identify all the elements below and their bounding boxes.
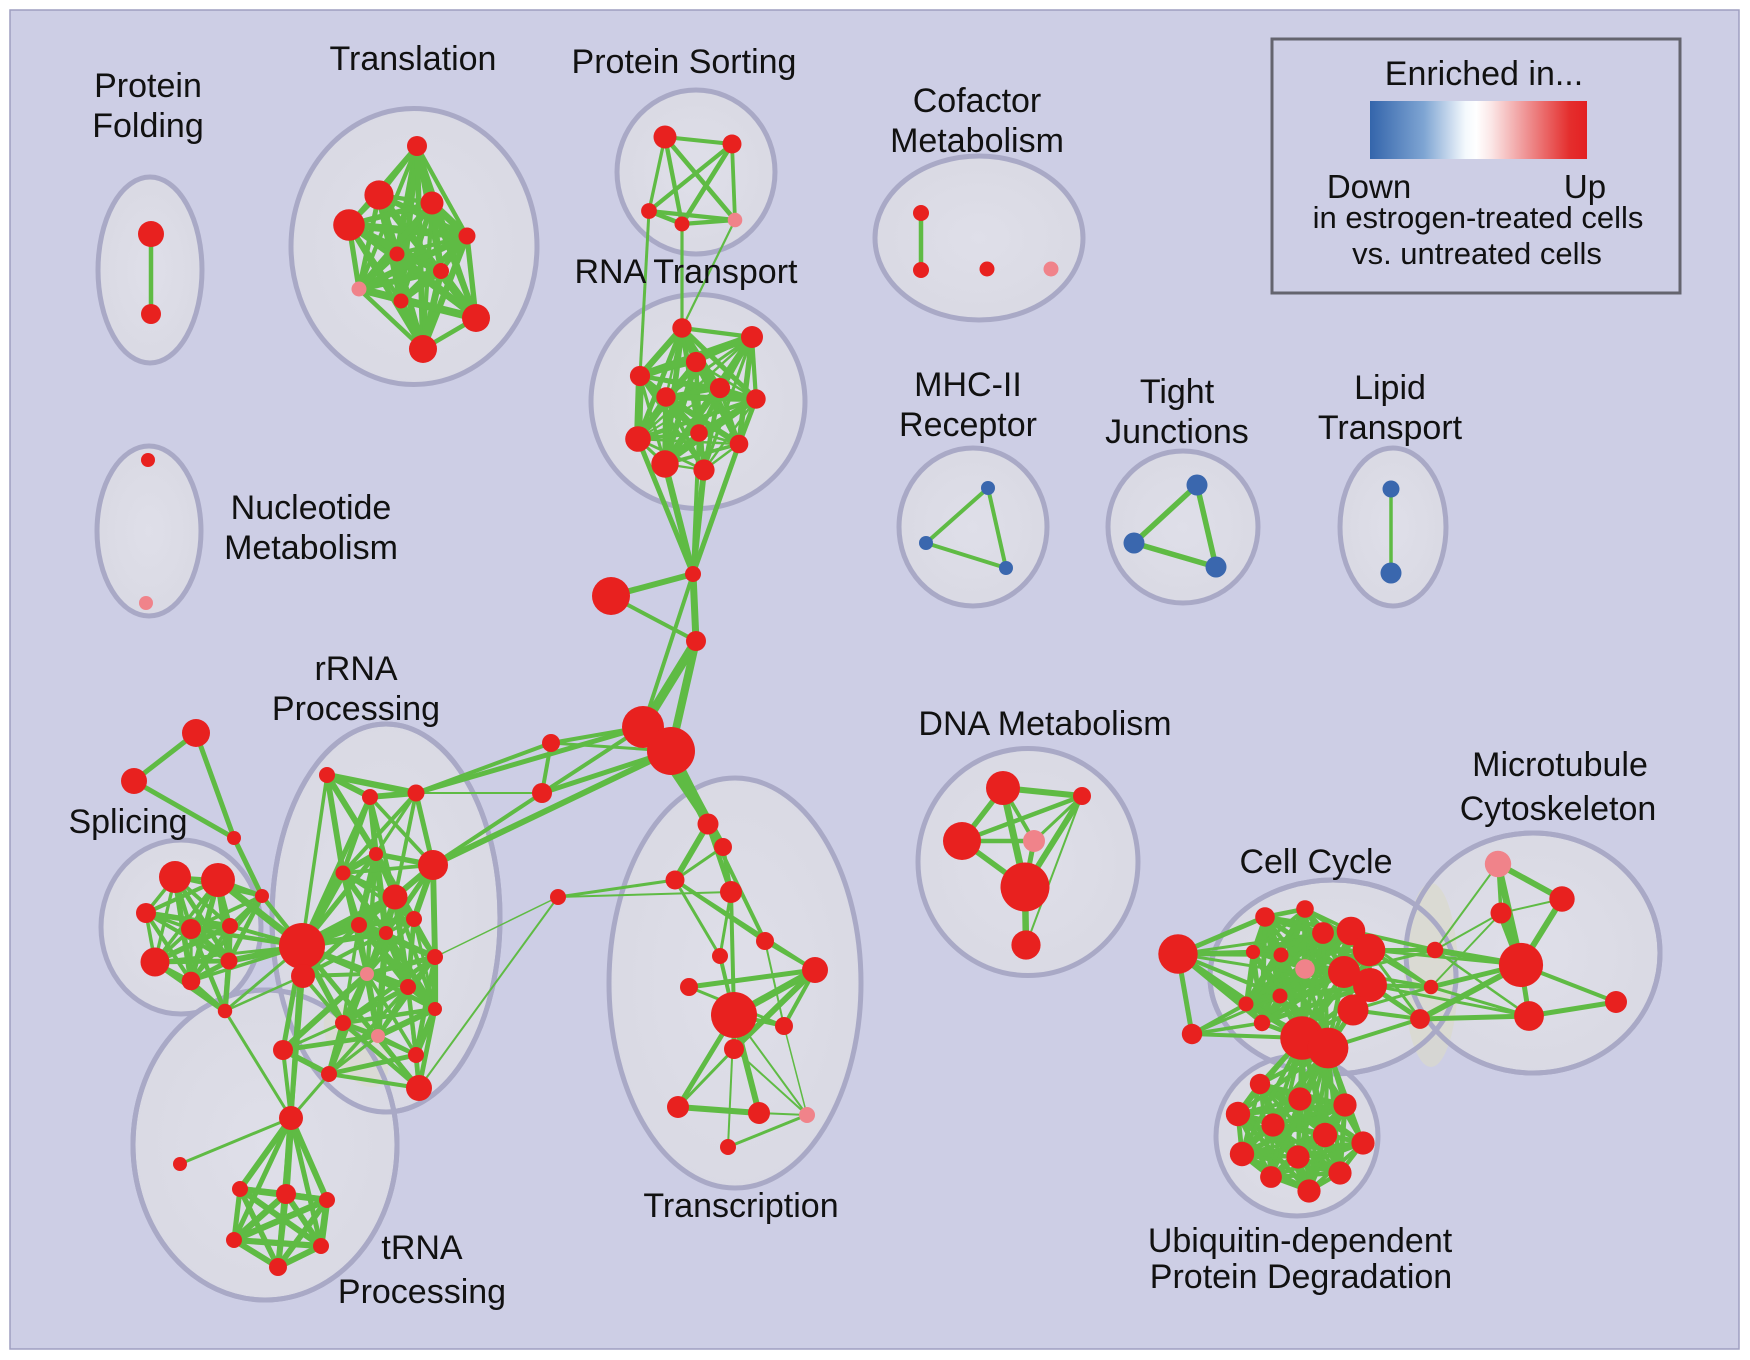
svg-text:Cell Cycle: Cell Cycle [1239,843,1392,881]
svg-text:Ubiquitin-dependent: Ubiquitin-dependent [1148,1222,1453,1260]
svg-text:Transport: Transport [1318,409,1463,447]
svg-text:Protein: Protein [94,67,202,105]
svg-text:Lipid: Lipid [1354,369,1426,407]
svg-text:Junctions: Junctions [1105,413,1249,451]
svg-text:Translation: Translation [330,40,497,78]
svg-text:Enriched in...: Enriched in... [1385,55,1583,93]
svg-text:Processing: Processing [272,690,440,728]
svg-text:Metabolism: Metabolism [224,529,398,567]
svg-text:rRNA: rRNA [314,650,397,688]
svg-text:Nucleotide: Nucleotide [231,489,392,527]
svg-text:Up: Up [1564,168,1606,205]
svg-text:Tight: Tight [1140,373,1215,411]
svg-text:Protein Degradation: Protein Degradation [1150,1258,1452,1296]
svg-text:Cytoskeleton: Cytoskeleton [1460,790,1657,828]
svg-text:MHC-II: MHC-II [914,366,1022,404]
svg-text:Metabolism: Metabolism [890,122,1064,160]
svg-text:DNA Metabolism: DNA Metabolism [918,705,1171,743]
svg-text:Protein Sorting: Protein Sorting [572,43,797,81]
svg-text:Processing: Processing [338,1273,506,1311]
svg-text:Down: Down [1327,168,1411,205]
svg-text:in estrogen-treated cells: in estrogen-treated cells [1313,200,1644,235]
svg-text:Folding: Folding [92,107,204,145]
svg-text:Splicing: Splicing [68,803,187,841]
svg-text:vs. untreated cells: vs. untreated cells [1352,236,1602,271]
svg-text:tRNA: tRNA [381,1229,463,1267]
svg-text:RNA Transport: RNA Transport [575,253,799,291]
svg-text:Microtubule: Microtubule [1472,746,1648,784]
svg-text:Cofactor: Cofactor [913,82,1042,120]
svg-text:Receptor: Receptor [899,406,1037,444]
svg-text:Transcription: Transcription [643,1187,838,1225]
